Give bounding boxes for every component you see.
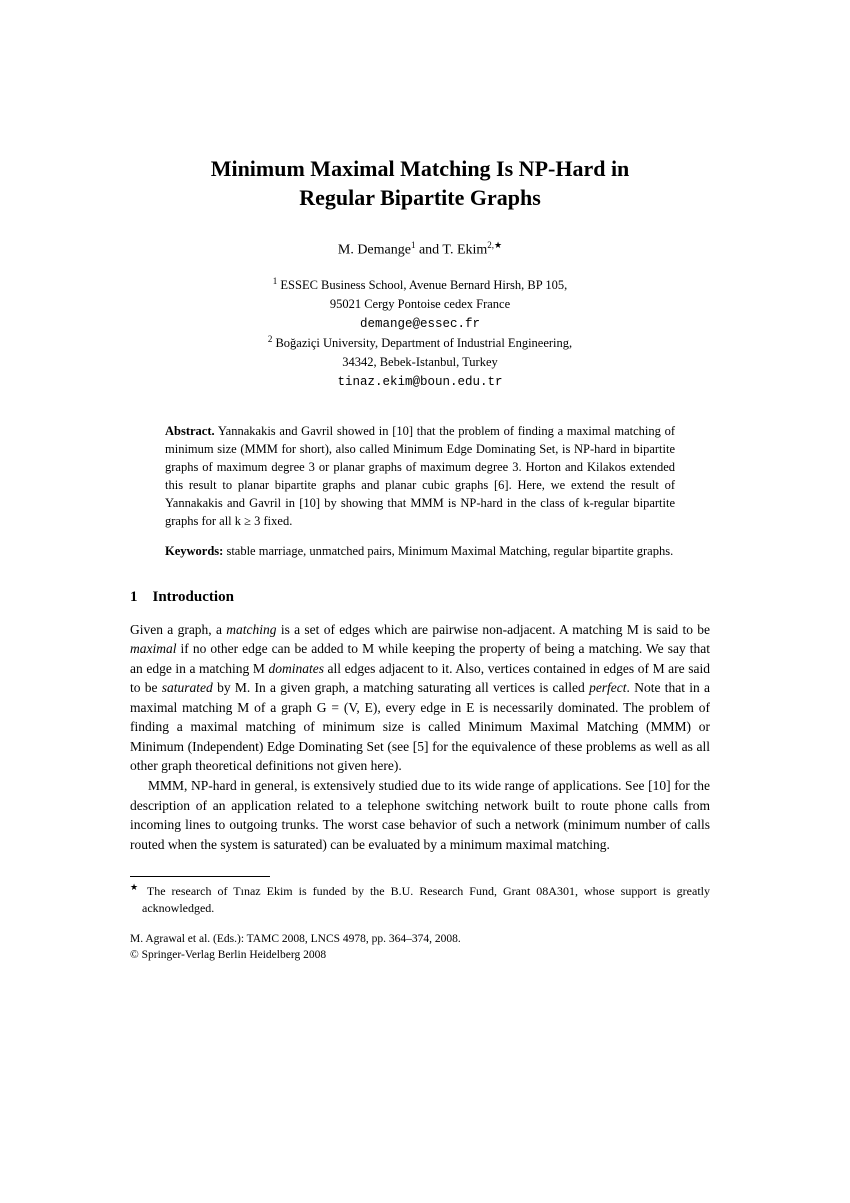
intro-body: Given a graph, a matching is a set of ed… [130, 620, 710, 855]
term-saturated: saturated [162, 680, 213, 695]
footnote: ★ The research of Tınaz Ekim is funded b… [130, 881, 710, 917]
abstract-label: Abstract. [165, 424, 215, 438]
term-matching: matching [226, 622, 276, 637]
affil-2-line-2: 34342, Bebek-Istanbul, Turkey [342, 355, 498, 369]
section-1-num: 1 [130, 589, 138, 605]
abstract-body: Yannakakis and Gavril showed in [10] tha… [165, 424, 675, 529]
footnote-rule [130, 876, 270, 877]
affil-1-line-2: 95021 Cergy Pontoise cedex France [330, 297, 510, 311]
affil-1-email: demange@essec.fr [360, 317, 480, 331]
keywords-label: Keywords: [165, 544, 223, 558]
footnote-star: ★ [130, 882, 141, 892]
title-line-1: Minimum Maximal Matching Is NP-Hard in [211, 156, 630, 181]
keywords-body: stable marriage, unmatched pairs, Minimu… [223, 544, 673, 558]
footnote-text: The research of Tınaz Ekim is funded by … [141, 884, 710, 915]
authors-and: and T. Ekim [415, 243, 487, 258]
paper-page: Minimum Maximal Matching Is NP-Hard in R… [0, 0, 850, 1023]
affil-1-line-1: ESSEC Business School, Avenue Bernard Hi… [277, 278, 567, 292]
footer-line-1: M. Agrawal et al. (Eds.): TAMC 2008, LNC… [130, 931, 710, 947]
section-1-heading: 1 Introduction [130, 589, 710, 606]
title-line-2: Regular Bipartite Graphs [299, 185, 541, 210]
affiliations: 1 ESSEC Business School, Avenue Bernard … [130, 275, 710, 392]
authors-line: M. Demange1 and T. Ekim2,★ [130, 240, 710, 259]
footer-line-2: © Springer-Verlag Berlin Heidelberg 2008 [130, 947, 710, 963]
author-2-sup: 2,★ [487, 240, 502, 250]
affil-2-line-1: Boğaziçi University, Department of Indus… [272, 336, 572, 350]
paper-title: Minimum Maximal Matching Is NP-Hard in R… [130, 155, 710, 212]
keywords-para: Keywords: stable marriage, unmatched pai… [165, 542, 675, 560]
page-footer: M. Agrawal et al. (Eds.): TAMC 2008, LNC… [130, 931, 710, 963]
author-1: M. Demange [338, 243, 411, 258]
term-maximal: maximal [130, 641, 177, 656]
intro-para-1: Given a graph, a matching is a set of ed… [130, 620, 710, 777]
affil-2-email: tinaz.ekim@boun.edu.tr [337, 375, 502, 389]
abstract-block: Abstract. Yannakakis and Gavril showed i… [165, 422, 675, 561]
section-1-title: Introduction [153, 589, 234, 605]
intro-para-2: MMM, NP-hard in general, is extensively … [130, 776, 710, 854]
abstract-para: Abstract. Yannakakis and Gavril showed i… [165, 422, 675, 531]
term-perfect: perfect [589, 680, 626, 695]
term-dominates: dominates [268, 661, 324, 676]
